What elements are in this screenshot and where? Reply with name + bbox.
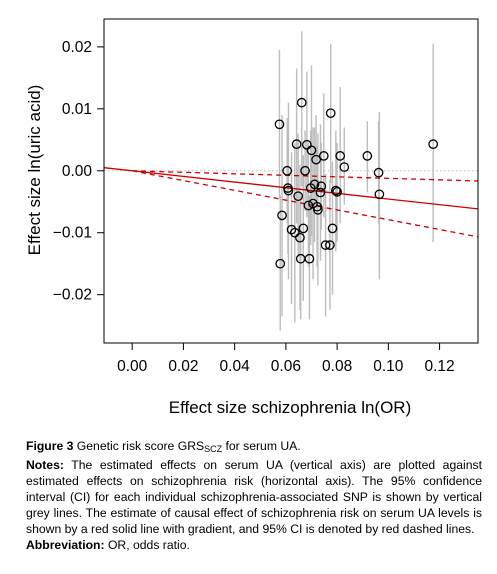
data-point — [296, 97, 307, 108]
x-tick-label: 0.12 — [424, 358, 454, 375]
data-point — [309, 179, 320, 190]
scatter-figure: 0.00 0.02 0.04 0.06 0.08 0.10 0.12 0.02 0.01 0.00… — [25, 18, 479, 417]
caption-notes-label: Notes: — [26, 458, 64, 472]
data-point — [295, 232, 305, 243]
scatter-chart: 0.00 0.02 0.04 0.06 0.08 0.10 0.12 0.02 0.01 0.00… — [25, 18, 479, 417]
data-point — [339, 162, 350, 172]
caption-title-end: for serum UA. — [222, 439, 301, 453]
y-axis-label: Effect size ln(uric acid) — [25, 85, 44, 256]
data-point — [320, 240, 331, 250]
data-point — [327, 223, 338, 234]
caption-notes-text: The estimated effects on serum UA (verti… — [26, 458, 482, 536]
x-axis-label: Effect size schizophrenia ln(OR) — [169, 398, 412, 417]
y-tick-label: −0.01 — [53, 225, 92, 242]
data-point — [373, 167, 384, 178]
caption-title-text: Genetic risk score GRS — [76, 439, 205, 453]
data-point — [277, 210, 287, 221]
data-point — [315, 187, 326, 198]
data-point — [289, 227, 300, 238]
data-point — [304, 253, 315, 264]
data-point — [428, 139, 439, 149]
data-point — [313, 204, 323, 215]
data-point — [316, 181, 327, 192]
x-tick-label: 0.06 — [271, 358, 301, 375]
data-point — [291, 139, 302, 149]
plot-layer: 0.00 0.02 0.04 0.06 0.08 0.10 0.12 0.02 0.01 0.00… — [53, 18, 479, 375]
fit-ci-line — [132, 170, 478, 238]
data-point — [332, 186, 342, 197]
caption-abbreviation: Abbreviation: OR, odds ratio. — [26, 537, 482, 553]
data-point — [282, 165, 293, 176]
x-tick-label: 0.04 — [220, 358, 251, 375]
data-point — [283, 185, 294, 196]
data-point — [300, 165, 310, 176]
fit-line-extension — [104, 167, 133, 172]
caption-notes: Notes: The estimated effects on serum UA… — [26, 457, 482, 537]
y-tick-label: 0.01 — [62, 101, 92, 118]
data-point — [374, 189, 385, 200]
caption-abbreviation-text: OR, odds ratio. — [107, 538, 190, 552]
data-point — [298, 223, 309, 234]
caption-title: Figure 3 Genetic risk score GRSSCZ for s… — [26, 438, 482, 457]
figure-caption: Figure 3 Genetic risk score GRSSCZ for s… — [26, 438, 482, 553]
x-tick-label: 0.02 — [168, 358, 198, 375]
caption-figure-label: Figure 3 — [26, 439, 74, 453]
y-tick-label: 0.00 — [62, 163, 93, 180]
data-point — [293, 191, 304, 202]
data-point — [325, 108, 336, 119]
data-point — [330, 185, 341, 196]
data-point — [274, 119, 285, 130]
data-point — [335, 151, 346, 161]
fit-line — [132, 170, 478, 210]
x-tick-label: 0.10 — [373, 358, 404, 375]
y-tick-label: 0.02 — [62, 39, 92, 56]
data-point — [275, 258, 286, 269]
data-point — [311, 154, 321, 165]
plot-frame — [103, 18, 479, 344]
y-tick-label: −0.02 — [53, 287, 92, 304]
data-point — [362, 151, 373, 161]
x-tick-label: 0.00 — [117, 358, 148, 375]
data-point — [325, 240, 335, 250]
caption-abbreviation-label: Abbreviation: — [26, 538, 105, 552]
fit-ci-line — [132, 170, 478, 182]
caption-title-subscript: SCZ — [204, 444, 223, 454]
x-tick-label: 0.08 — [322, 358, 352, 375]
data-point — [306, 145, 317, 156]
data-point — [318, 151, 329, 161]
data-point — [286, 224, 297, 235]
